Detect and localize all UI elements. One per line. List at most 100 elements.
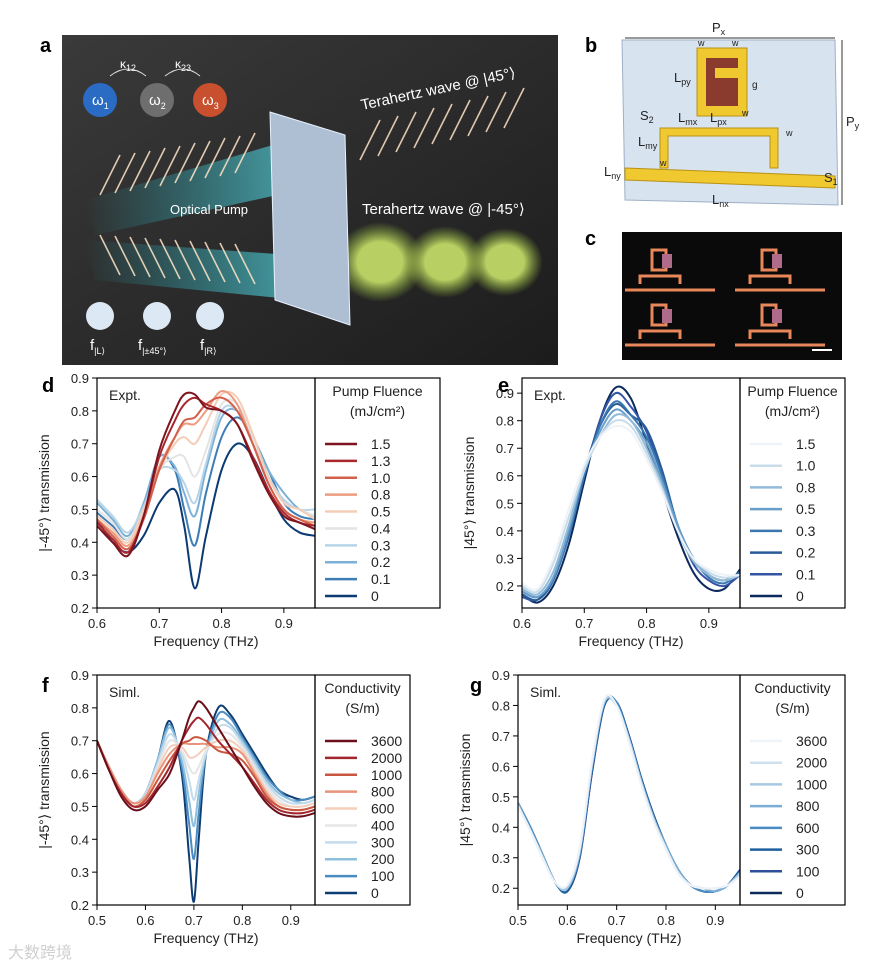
mode-sphere bbox=[193, 83, 227, 117]
y-axis-label: |45°⟩ transmission bbox=[457, 734, 473, 847]
series-line bbox=[97, 700, 315, 818]
y-tick-label: 0.8 bbox=[71, 701, 89, 716]
subscript: 3 bbox=[214, 101, 219, 111]
legend-label: 2000 bbox=[796, 755, 827, 771]
symbol: ω bbox=[149, 92, 161, 109]
panel-label: d bbox=[42, 375, 54, 397]
dim-label: Lpx bbox=[710, 110, 727, 127]
x-tick-label: 0.8 bbox=[233, 913, 251, 928]
subscript: 23 bbox=[181, 63, 191, 73]
series-line bbox=[518, 696, 740, 894]
y-tick-label: 0.7 bbox=[71, 734, 89, 749]
y-tick-label: 0.9 bbox=[492, 668, 510, 683]
x-tick-label: 0.8 bbox=[657, 913, 675, 928]
series-line bbox=[518, 696, 740, 892]
coupling-label: κ23 bbox=[175, 57, 191, 73]
panel-c bbox=[622, 232, 842, 360]
mode-label: ω1 bbox=[92, 92, 109, 111]
x-axis-label: Frequency (THz) bbox=[153, 930, 258, 946]
legend-label: 800 bbox=[796, 798, 820, 814]
cell-fill bbox=[662, 254, 782, 323]
subscript: y bbox=[855, 121, 860, 131]
x-tick-label: 0.7 bbox=[608, 913, 626, 928]
legend-label: 0 bbox=[796, 588, 804, 604]
y-tick-label: 0.9 bbox=[496, 386, 514, 401]
legend-label: 1.5 bbox=[371, 436, 391, 452]
y-tick-label: 0.3 bbox=[496, 551, 514, 566]
legend-title: Conductivity bbox=[324, 680, 400, 696]
y-tick-label: 0.9 bbox=[71, 371, 89, 386]
y-tick-label: 0.5 bbox=[492, 790, 510, 805]
dim-label: w bbox=[697, 38, 705, 48]
dim-label: Lpy bbox=[674, 70, 691, 87]
legend-frame bbox=[739, 674, 846, 906]
glow bbox=[467, 228, 543, 296]
y-tick-label: 0.5 bbox=[496, 496, 514, 511]
y-tick-label: 0.3 bbox=[492, 851, 510, 866]
legend-label: 3600 bbox=[371, 733, 402, 749]
bar bbox=[624, 167, 836, 189]
x-tick-label: 0.6 bbox=[513, 616, 531, 631]
mode-sphere bbox=[140, 83, 174, 117]
y-axis-label: |-45°⟩ transmission bbox=[36, 434, 52, 551]
legend-frame bbox=[314, 674, 411, 906]
x-tick-label: 0.6 bbox=[558, 913, 576, 928]
x-tick-label: 0.7 bbox=[575, 616, 593, 631]
watermark: 大数跨境 bbox=[8, 943, 72, 962]
symbol: f bbox=[138, 337, 143, 354]
axes-frame bbox=[517, 674, 741, 906]
legend-title: (mJ/cm²) bbox=[350, 403, 405, 419]
series-line bbox=[522, 419, 740, 594]
y-tick-label: 0.8 bbox=[496, 414, 514, 429]
legend-label: 0.5 bbox=[371, 504, 391, 520]
legend-label: 3600 bbox=[796, 733, 827, 749]
panel-b: Px Py Lpy Lpx Lmx Lmy Lnx Lny S1 S2 w w … bbox=[604, 20, 860, 209]
legend-label: 600 bbox=[796, 820, 820, 836]
x-tick-label: 0.7 bbox=[185, 913, 203, 928]
symbol: S bbox=[824, 170, 833, 185]
resonator-gap bbox=[706, 58, 738, 106]
subscript: mx bbox=[685, 117, 697, 127]
series-line bbox=[97, 396, 315, 554]
micrograph bbox=[622, 232, 842, 360]
legend-title: (mJ/cm²) bbox=[765, 403, 820, 419]
series-line bbox=[97, 717, 315, 828]
metasurface bbox=[269, 111, 351, 326]
beam bbox=[85, 140, 300, 235]
y-tick-label: 0.2 bbox=[71, 601, 89, 616]
legend-title: Conductivity bbox=[754, 680, 830, 696]
y-tick-label: 0.3 bbox=[71, 568, 89, 583]
legend-label: 400 bbox=[371, 817, 395, 833]
series-line bbox=[522, 400, 740, 599]
subscript: nx bbox=[719, 199, 729, 209]
dim-label: w bbox=[741, 108, 749, 118]
plot-lines bbox=[518, 694, 740, 894]
subscript: |R⟩ bbox=[204, 346, 216, 356]
y-tick-label: 0.4 bbox=[71, 832, 89, 847]
legend-label: 0.1 bbox=[371, 571, 391, 587]
series-line bbox=[518, 696, 740, 893]
symbol: κ bbox=[175, 57, 182, 71]
panel-label: b bbox=[585, 35, 597, 57]
legend-title: Pump Fluence bbox=[747, 383, 837, 399]
symbol: P bbox=[712, 20, 721, 35]
legend-label: 300 bbox=[371, 834, 395, 850]
dim-label: g bbox=[752, 80, 758, 91]
dim-label: Lny bbox=[604, 164, 621, 181]
annotation: Siml. bbox=[530, 684, 561, 700]
y-tick-label: 0.7 bbox=[71, 437, 89, 452]
mode-sphere bbox=[83, 83, 117, 117]
subscript: |L⟩ bbox=[94, 346, 105, 356]
symbol: L bbox=[710, 110, 717, 125]
symbol: L bbox=[674, 70, 681, 85]
dim-label: w bbox=[659, 158, 667, 168]
symbol: L bbox=[604, 164, 611, 179]
legend-label: 1.5 bbox=[796, 436, 816, 452]
legend-label: 0.2 bbox=[796, 545, 816, 561]
y-tick-label: 0.7 bbox=[492, 729, 510, 744]
annotation: Expt. bbox=[109, 387, 141, 403]
x-tick-label: 0.8 bbox=[638, 616, 656, 631]
y-tick-label: 0.2 bbox=[496, 579, 514, 594]
dim-label: Py bbox=[846, 114, 860, 131]
